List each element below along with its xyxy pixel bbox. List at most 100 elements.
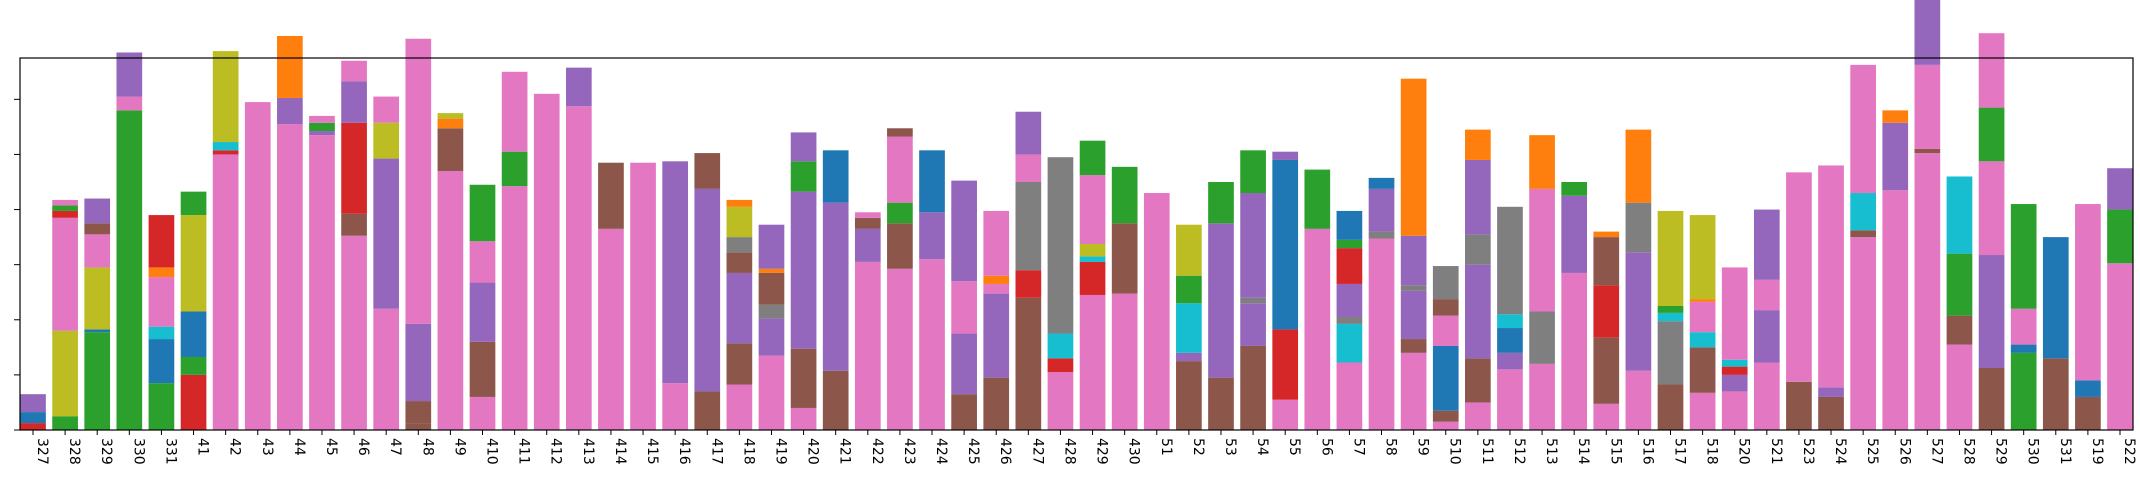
bar-segment-43-0 <box>244 102 271 430</box>
bar-segment-522-1 <box>2107 209 2133 264</box>
bar-segment-46-4 <box>341 60 367 82</box>
bar-segment-514-1 <box>1561 195 1588 273</box>
bar-segment-44-0 <box>277 124 303 430</box>
bar-segment-518-3 <box>1689 301 1716 333</box>
bar-segment-524-1 <box>1818 387 1844 397</box>
bar-segment-54-3 <box>1240 193 1266 298</box>
bar-segment-47-1 <box>373 158 400 309</box>
bar-segment-55-0 <box>1272 399 1299 430</box>
bar-segment-41-2 <box>180 311 207 357</box>
bar-segment-59-4 <box>1400 235 1427 286</box>
bar-segment-522-2 <box>2107 168 2133 210</box>
x-tick-label-41: 41 <box>195 438 211 456</box>
bars-layer <box>20 0 2133 431</box>
bar-segment-513-3 <box>1529 135 1555 189</box>
bar-segment-328-2 <box>52 217 78 331</box>
bar-segment-519-2 <box>2075 204 2101 381</box>
bar-segment-422-1 <box>854 228 881 262</box>
bar-segment-429-3 <box>1079 244 1106 257</box>
bar-segment-511-3 <box>1465 234 1491 265</box>
bar-segment-330-2 <box>116 52 143 97</box>
bar-segment-328-4 <box>52 205 78 211</box>
x-tick-label-328: 328 <box>66 438 82 465</box>
bar-segment-423-0 <box>887 268 913 430</box>
bar-segment-47-0 <box>373 308 400 430</box>
bar-segment-515-4 <box>1593 231 1620 238</box>
x-tick-label-413: 413 <box>580 438 596 465</box>
bar-segment-525-1 <box>1850 230 1876 238</box>
x-tick-label-513: 513 <box>1543 438 1559 465</box>
bar-segment-530-3 <box>2010 204 2037 309</box>
x-tick-label-58: 58 <box>1383 438 1399 456</box>
bar-segment-531-1 <box>2042 237 2069 359</box>
bar-segment-425-3 <box>951 180 977 282</box>
bar-segment-517-2 <box>1657 312 1684 322</box>
bar-segment-511-1 <box>1465 358 1491 403</box>
bar-segment-520-1 <box>1721 374 1748 392</box>
bar-segment-430-2 <box>1111 166 1138 224</box>
bar-segment-519-1 <box>2075 380 2101 397</box>
bar-segment-329-5 <box>84 198 111 224</box>
bar-segment-42-3 <box>212 51 239 143</box>
bar-segment-528-2 <box>1946 253 1973 316</box>
x-tick-label-51: 51 <box>1158 438 1174 456</box>
x-tick-label-524: 524 <box>1832 438 1848 465</box>
x-tick-label-424: 424 <box>933 438 949 465</box>
bar-segment-514-0 <box>1561 272 1588 430</box>
bar-segment-517-4 <box>1657 210 1684 306</box>
bar-segment-42-2 <box>212 142 239 151</box>
bar-segment-328-1 <box>52 330 78 417</box>
bar-segment-427-4 <box>1015 111 1042 155</box>
bar-segment-430-1 <box>1111 223 1138 294</box>
bar-segment-58-1 <box>1368 231 1395 239</box>
bar-segment-430-0 <box>1111 293 1138 430</box>
bar-segment-418-1 <box>726 343 753 385</box>
bar-segment-425-0 <box>951 394 977 430</box>
bar-segment-41-4 <box>180 191 207 216</box>
bar-segment-518-2 <box>1689 332 1716 348</box>
x-tick-label-53: 53 <box>1222 438 1238 456</box>
bar-segment-422-0 <box>854 261 881 430</box>
y-axis-ticks <box>14 98 20 431</box>
bar-segment-427-1 <box>1015 270 1042 298</box>
bar-segment-421-2 <box>822 150 849 203</box>
bar-segment-417-0 <box>694 391 721 430</box>
bar-segment-59-3 <box>1400 285 1427 291</box>
bar-segment-411-1 <box>501 151 528 187</box>
bar-segment-418-4 <box>726 237 753 253</box>
x-tick-label-43: 43 <box>259 438 275 456</box>
bar-segment-57-3 <box>1336 283 1363 318</box>
x-tick-label-512: 512 <box>1511 438 1527 465</box>
bar-segment-327-2 <box>20 394 46 413</box>
bar-segment-413-0 <box>565 106 592 430</box>
bar-segment-529-0 <box>1978 368 2005 430</box>
bar-segment-419-0 <box>758 355 785 430</box>
bar-segment-429-0 <box>1079 294 1106 430</box>
x-tick-label-55: 55 <box>1286 438 1302 456</box>
bar-segment-41-1 <box>180 356 207 375</box>
x-tick-label-423: 423 <box>901 438 917 465</box>
bar-segment-520-0 <box>1721 391 1748 430</box>
bar-segment-59-1 <box>1400 339 1427 353</box>
bar-segment-515-2 <box>1593 285 1620 338</box>
bar-segment-529-2 <box>1978 161 2005 256</box>
bar-segment-521-3 <box>1753 209 1780 280</box>
bar-segment-513-2 <box>1529 188 1555 312</box>
bar-segment-517-3 <box>1657 306 1684 313</box>
x-tick-label-56: 56 <box>1318 438 1334 456</box>
bar-segment-517-0 <box>1657 384 1684 430</box>
bar-segment-48-0 <box>405 423 432 430</box>
x-tick-label-517: 517 <box>1671 438 1687 465</box>
bar-segment-426-2 <box>983 283 1010 294</box>
bar-segment-57-6 <box>1336 210 1363 240</box>
bar-segment-511-4 <box>1465 159 1491 235</box>
bar-segment-529-1 <box>1978 255 2005 368</box>
plot-frame <box>19 57 2134 431</box>
x-tick-label-414: 414 <box>612 438 628 465</box>
x-tick-label-48: 48 <box>419 438 435 456</box>
bar-segment-510-0 <box>1432 421 1459 430</box>
x-tick-label-426: 426 <box>997 438 1013 465</box>
bar-segment-59-5 <box>1400 78 1427 236</box>
x-tick-label-510: 510 <box>1447 438 1463 465</box>
